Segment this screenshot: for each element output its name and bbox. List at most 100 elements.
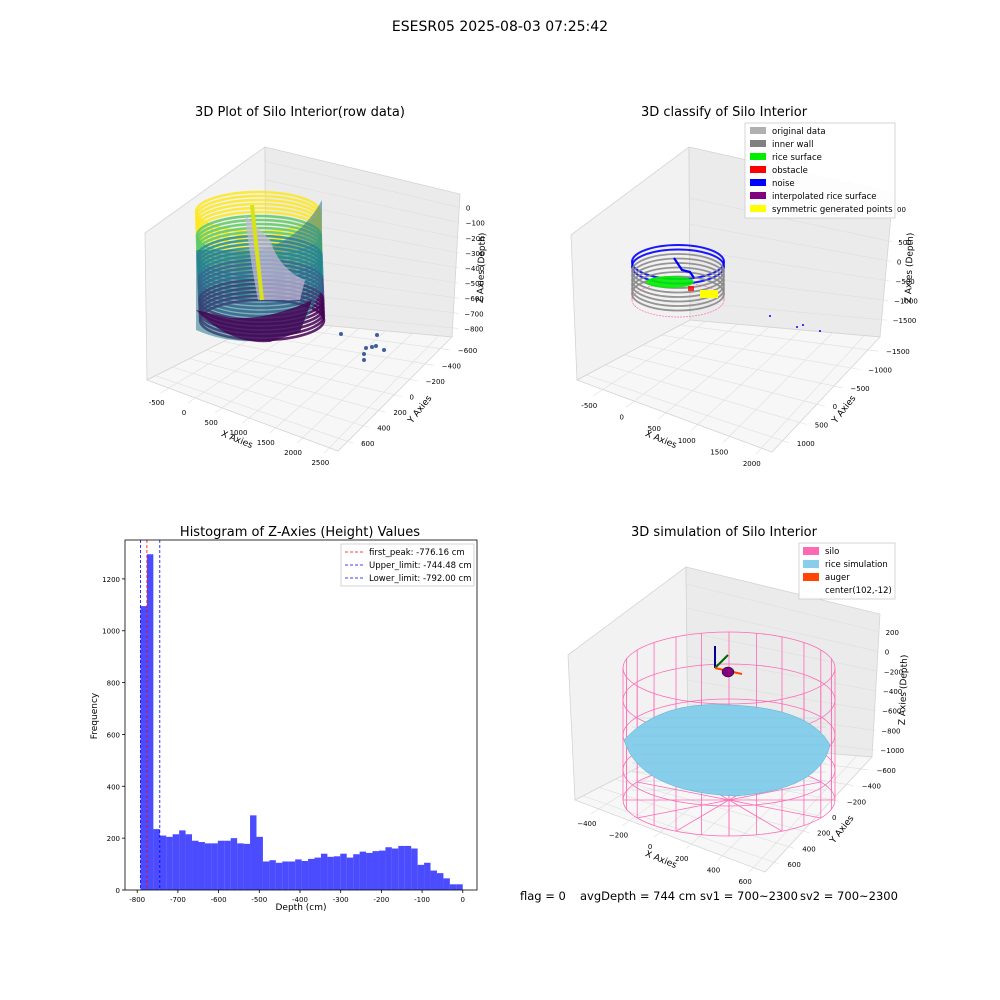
simulation-z-tick-label: −600: [882, 708, 901, 716]
simulation-legend-label: auger: [825, 573, 850, 583]
histogram-bar: [146, 554, 154, 890]
classify-x-tick-label: 2000: [743, 460, 761, 468]
histogram-legend-item: Lower_limit: -792.00 cm: [345, 574, 471, 584]
classify-x-tick-label: 0: [620, 414, 624, 422]
histogram-axes-frame: [124, 539, 478, 891]
raw-z-tick-label: −400: [465, 265, 484, 273]
classify-legend-item: interpolated rice surface: [750, 192, 877, 202]
classify-symmetric-points: [700, 290, 718, 298]
histogram-bar: [140, 606, 147, 890]
figure-suptitle: ESESR05 2025-08-03 07:25:42: [392, 19, 608, 35]
histogram-bar: [308, 858, 315, 890]
histogram-bar: [346, 857, 354, 890]
classify-legend-item: inner wall: [750, 140, 813, 150]
histogram-x-tick-label: -100: [414, 896, 430, 904]
classify-x-tick-label: 1000: [678, 437, 696, 445]
simulation-x-tick-label: 400: [707, 867, 720, 875]
classify-legend-label: interpolated rice surface: [772, 192, 877, 202]
classify-y-tick-label: 1000: [797, 440, 815, 448]
histogram-y-ticks: 0 200 400 600 800 1000 1200: [102, 576, 125, 895]
histogram-x-tick-label: -600: [211, 896, 227, 904]
raw-outlier-point: [339, 332, 343, 336]
classify-x-ticks: -500 0 500 1000 1500 2000: [581, 402, 760, 468]
classify-point-cloud: [631, 244, 821, 332]
classify-legend-swatch: [750, 127, 766, 134]
classify-noise-point: [796, 326, 798, 328]
raw-z-tick-label: −500: [465, 280, 484, 288]
histogram-legend-label: Lower_limit: -792.00 cm: [369, 574, 471, 584]
histogram-bar: [449, 884, 457, 890]
raw-y-tick-label: −600: [458, 347, 477, 355]
raw-x-ticks: -500 0 500 1000 1500 2000 2500: [149, 399, 330, 467]
histogram-bar: [192, 840, 199, 890]
simulation-x-tick-label: −200: [609, 832, 628, 840]
footer-sv2: sv2 = 700~2300: [800, 889, 898, 903]
histogram-bar: [353, 854, 360, 890]
histogram-bar: [456, 884, 463, 890]
raw-x-tick-label: -500: [149, 399, 165, 407]
histogram-y-tick-label: 200: [107, 835, 120, 843]
histogram-bar: [185, 834, 193, 890]
simulation-y-tick-label: 600: [787, 861, 800, 869]
simulation-z-tick-label: −400: [883, 688, 902, 696]
histogram-legend: first_peak: -776.16 cm Upper_limit: -744.…: [340, 543, 475, 587]
histogram-bar: [211, 843, 218, 890]
raw-outlier-point: [362, 352, 366, 356]
histogram-bar: [256, 836, 263, 890]
histogram-bar: [430, 870, 437, 890]
classify-z-tick-partial: 00: [897, 206, 906, 214]
histogram-bar: [179, 830, 186, 890]
histogram-legend-item: Upper_limit: -744.48 cm: [345, 561, 472, 571]
classify-z-tick-label: −1000: [894, 298, 918, 306]
simulation-y-tick-label: 400: [802, 845, 815, 853]
raw-y-tick-label: 600: [361, 440, 374, 448]
simulation-y-tick-label: 0: [832, 814, 836, 822]
classify-legend: original data inner wall rice surface obsta…: [744, 122, 906, 219]
classify-noise-point: [819, 330, 821, 332]
classify-obstacle: [688, 286, 694, 291]
histogram-bar: [391, 848, 399, 890]
histogram-bar: [250, 815, 257, 890]
histogram-bar: [237, 843, 244, 890]
histogram-x-tick-label: -800: [129, 896, 145, 904]
raw-y-tick-label: 0: [410, 394, 414, 402]
simulation-panel-title: 3D simulation of Silo Interior: [631, 525, 818, 540]
classify-legend-item: rice surface: [750, 153, 822, 163]
raw-z-ticks: 0 −100 −200 −300 −400 −500 −600 −700 −800: [464, 205, 485, 334]
classify-noise-point: [769, 315, 771, 317]
simulation-x-tick-label: −400: [577, 820, 596, 828]
classify-legend-swatch: [750, 166, 766, 173]
histogram-bar: [282, 861, 289, 890]
panel-raw-3d: 3D Plot of Silo Interior(row data) -500 0…: [144, 105, 488, 467]
histogram-legend-label: first_peak: -776.16 cm: [369, 548, 465, 558]
histogram-bar: [378, 850, 386, 890]
histogram-bar: [411, 848, 418, 890]
classify-noise-trail: [673, 257, 695, 279]
simulation-x-ticks: −400 −200 0 200 400 600: [577, 820, 752, 886]
simulation-z-tick-label: −1000: [880, 747, 904, 755]
raw-outlier-point: [370, 345, 374, 349]
histogram-bar: [243, 843, 251, 890]
simulation-x-axis-label: X Axies: [643, 849, 678, 871]
panel-simulation-3d: 3D simulation of Silo Interior −400 −200 0…: [567, 525, 910, 886]
classify-z-tick-label: −1500: [893, 317, 917, 325]
classify-z-tick-label: −500: [896, 278, 915, 286]
histogram-bar: [204, 843, 212, 890]
histogram-legend-item: first_peak: -776.16 cm: [345, 548, 465, 558]
histogram-bar: [398, 845, 405, 890]
raw-outlier-point: [375, 333, 379, 337]
histogram-bar: [230, 838, 238, 890]
simulation-x-tick-label: 200: [675, 855, 688, 863]
classify-z-ticks: 500 0 −500 −1000 −1500: [893, 239, 918, 325]
raw-outlier-point: [382, 348, 386, 352]
classify-legend-label: symmetric generated points: [772, 205, 893, 215]
histogram-x-tick-label: -500: [251, 896, 267, 904]
histogram-bar: [333, 856, 341, 890]
histogram-y-tick-label: 0: [116, 887, 120, 895]
classify-y-tick-label: 0: [833, 403, 837, 411]
classify-z-axis-label: Z Axies (Depth): [904, 233, 916, 304]
histogram-y-tick-label: 1200: [102, 576, 120, 584]
classify-legend-label: original data: [772, 127, 826, 137]
histogram-x-tick-label: -300: [333, 896, 349, 904]
